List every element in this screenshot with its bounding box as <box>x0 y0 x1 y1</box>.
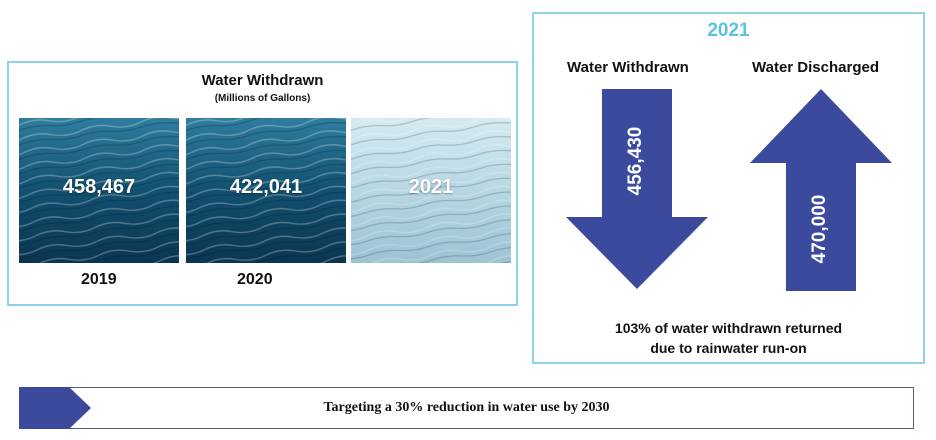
water-tile-2019: 458,467 <box>19 118 179 263</box>
water-image <box>186 118 346 263</box>
return-note: 103% of water withdrawn returned due to … <box>534 318 923 358</box>
target-banner: Targeting a 30% reduction in water use b… <box>19 387 914 429</box>
water-image <box>19 118 179 263</box>
chevron-arrow-icon <box>19 387 91 429</box>
withdrawn-label: Water Withdrawn <box>567 59 689 76</box>
water-withdrawn-panel: Water Withdrawn (Millions of Gallons) 45… <box>7 61 518 306</box>
panel-title: Water Withdrawn <box>201 72 324 89</box>
water-image <box>351 118 511 263</box>
note-line-2: due to rainwater run-on <box>650 340 807 356</box>
down-arrow-icon: 456,430 <box>566 89 708 289</box>
tile-value: 2021 <box>408 176 454 198</box>
tile-value: 458,467 <box>62 176 136 198</box>
year-label-2020: 2020 <box>237 271 273 288</box>
panel-subtitle: (Millions of Gallons) <box>214 93 311 104</box>
withdrawn-value: 456,430 <box>625 126 646 196</box>
up-arrow-icon: 470,000 <box>750 89 892 291</box>
water-tile-2021: 2021 <box>351 118 511 263</box>
year-label-2019: 2019 <box>81 271 117 288</box>
year-2021-panel: 2021 Water Withdrawn Water Discharged 45… <box>532 12 925 364</box>
discharged-label: Water Discharged <box>752 59 879 76</box>
water-tile-2020: 422,041 <box>186 118 346 263</box>
panel-year-title: 2021 <box>707 20 750 41</box>
tile-value: 422,041 <box>229 176 303 198</box>
note-line-1: 103% of water withdrawn returned <box>614 320 843 336</box>
banner-text: Targeting a 30% reduction in water use b… <box>323 400 610 415</box>
discharged-value: 470,000 <box>809 194 830 264</box>
